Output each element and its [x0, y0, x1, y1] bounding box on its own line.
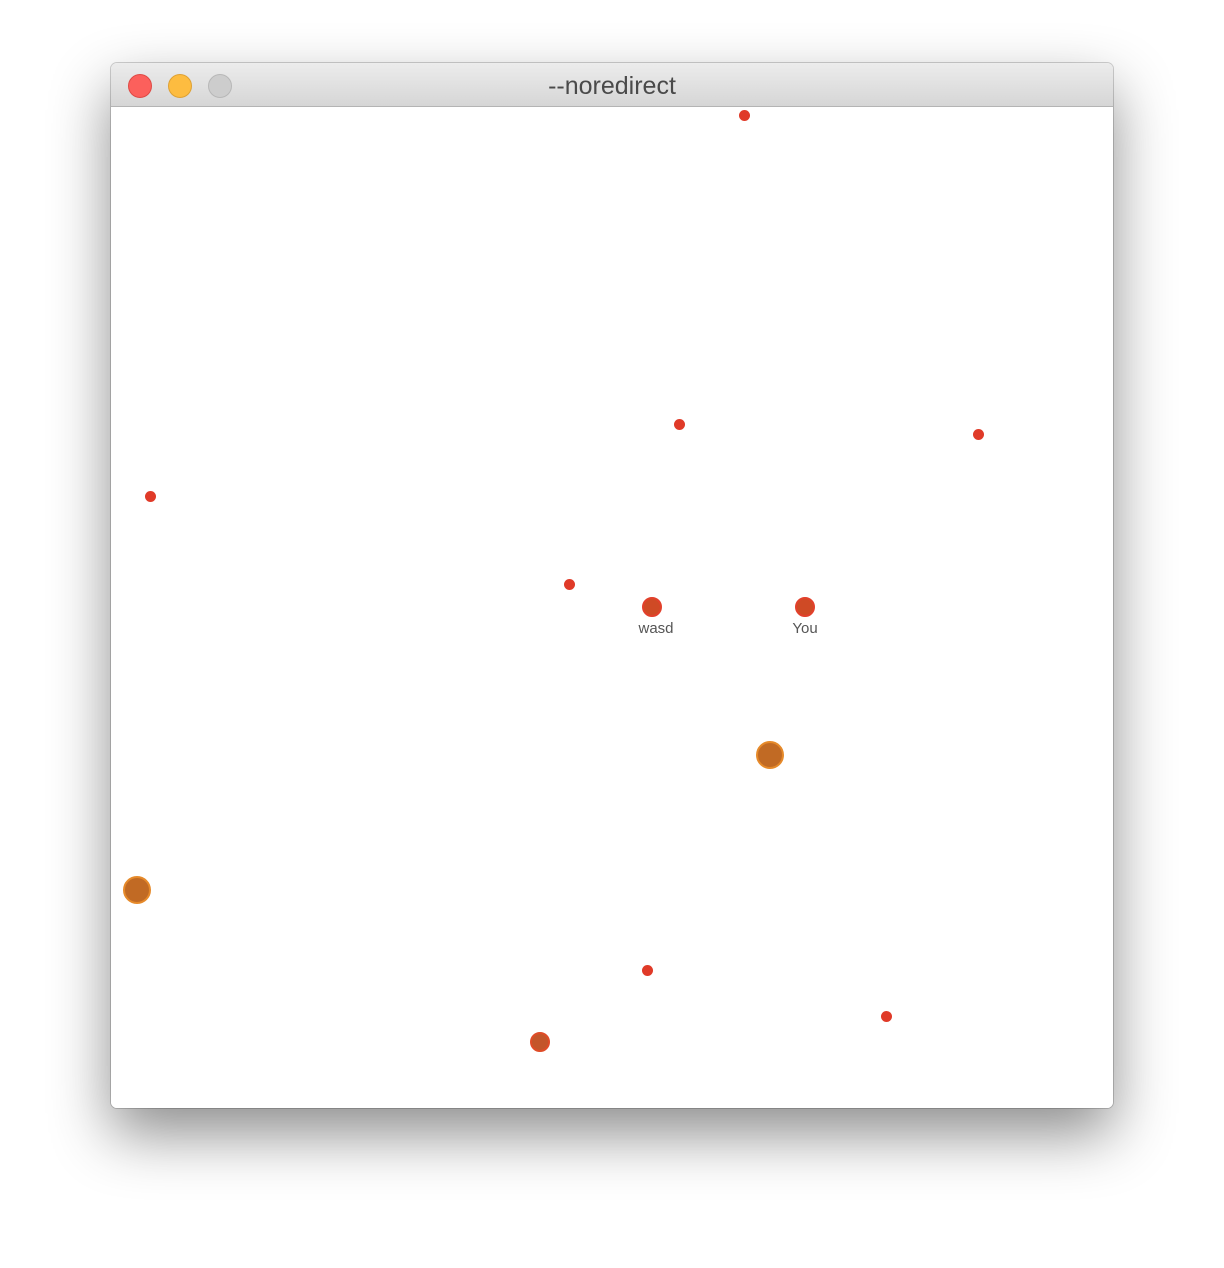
close-button[interactable]: [128, 74, 152, 98]
player-cell-you: [795, 597, 815, 617]
virus-cell: [756, 741, 784, 769]
food-pellet: [145, 491, 156, 502]
food-pellet: [973, 429, 984, 440]
virus-cell: [123, 876, 151, 904]
window-title: --noredirect: [548, 72, 676, 100]
food-pellet: [564, 579, 575, 590]
player-name-label: wasd: [638, 620, 674, 637]
food-pellet: [642, 965, 653, 976]
player-cell-wasd: [642, 597, 662, 617]
app-window: --noredirect wasd You: [111, 63, 1113, 1108]
zoom-button[interactable]: [208, 74, 232, 98]
player-name-label: You: [792, 620, 818, 637]
food-pellet: [674, 419, 685, 430]
minimize-button[interactable]: [168, 74, 192, 98]
title-bar[interactable]: --noredirect: [111, 63, 1113, 107]
food-pellet: [739, 110, 750, 121]
mass-cell: [530, 1032, 550, 1052]
food-pellet: [881, 1011, 892, 1022]
game-canvas[interactable]: wasd You: [111, 107, 1113, 1108]
